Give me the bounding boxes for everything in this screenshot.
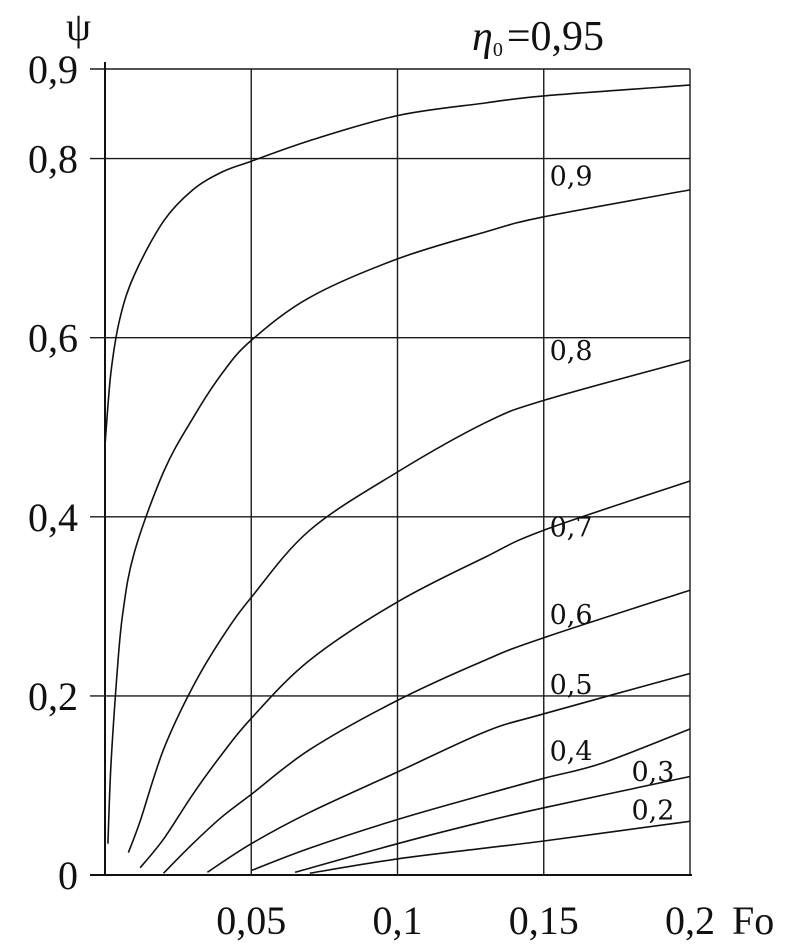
y-tick-label: 0,2 — [28, 674, 78, 719]
curve-label-s04: 0,4 — [550, 736, 593, 767]
series-line-s095 — [104, 84, 691, 446]
param-subscript: 0 — [493, 39, 503, 61]
x-tick-label: 0,2 — [665, 898, 715, 943]
curve-label-s07: 0,7 — [550, 512, 593, 543]
series-line-s09 — [107, 189, 691, 844]
curve-labels: 0,9 0,8 0,7 0,6 0,5 0,4 0,3 0,2 — [550, 161, 675, 826]
tick-labels: 0 0,2 0,4 0,6 0,8 0,9 0,05 0,1 0,15 0,2 — [28, 47, 715, 943]
y-tick-label: 0,6 — [28, 316, 78, 361]
axes — [90, 62, 692, 876]
param-symbol: η — [472, 14, 493, 60]
series-line-s06 — [162, 589, 691, 874]
parameter-label: η0=0,95 — [472, 14, 604, 61]
y-tick-label: 0,4 — [28, 495, 78, 540]
curve-label-s02: 0,2 — [632, 795, 675, 826]
x-axis-label: Fo — [732, 898, 774, 943]
curve-label-s06: 0,6 — [550, 600, 593, 631]
series-line-s08 — [127, 359, 691, 853]
x-tick-label: 0,15 — [509, 898, 579, 943]
curve-label-s05: 0,5 — [550, 670, 593, 701]
series-line-s04 — [251, 728, 691, 872]
param-value: =0,95 — [507, 14, 604, 60]
x-tick-label: 0,05 — [216, 898, 286, 943]
grid — [90, 68, 691, 875]
y-axis-label: ψ — [66, 4, 91, 49]
y-tick-label: 0 — [58, 853, 78, 898]
series-line-s07 — [139, 480, 691, 869]
curve-label-s09: 0,9 — [550, 161, 593, 192]
curve-label-s03: 0,3 — [632, 757, 675, 788]
x-tick-label: 0,1 — [373, 898, 423, 943]
y-tick-label: 0,8 — [28, 137, 78, 182]
y-tick-label: 0,9 — [28, 47, 78, 92]
series-line-s05 — [206, 672, 691, 873]
series-line-s02 — [309, 820, 691, 874]
series-lines — [104, 84, 691, 874]
series-line-s03 — [294, 775, 691, 874]
curve-label-s08: 0,8 — [550, 336, 593, 367]
